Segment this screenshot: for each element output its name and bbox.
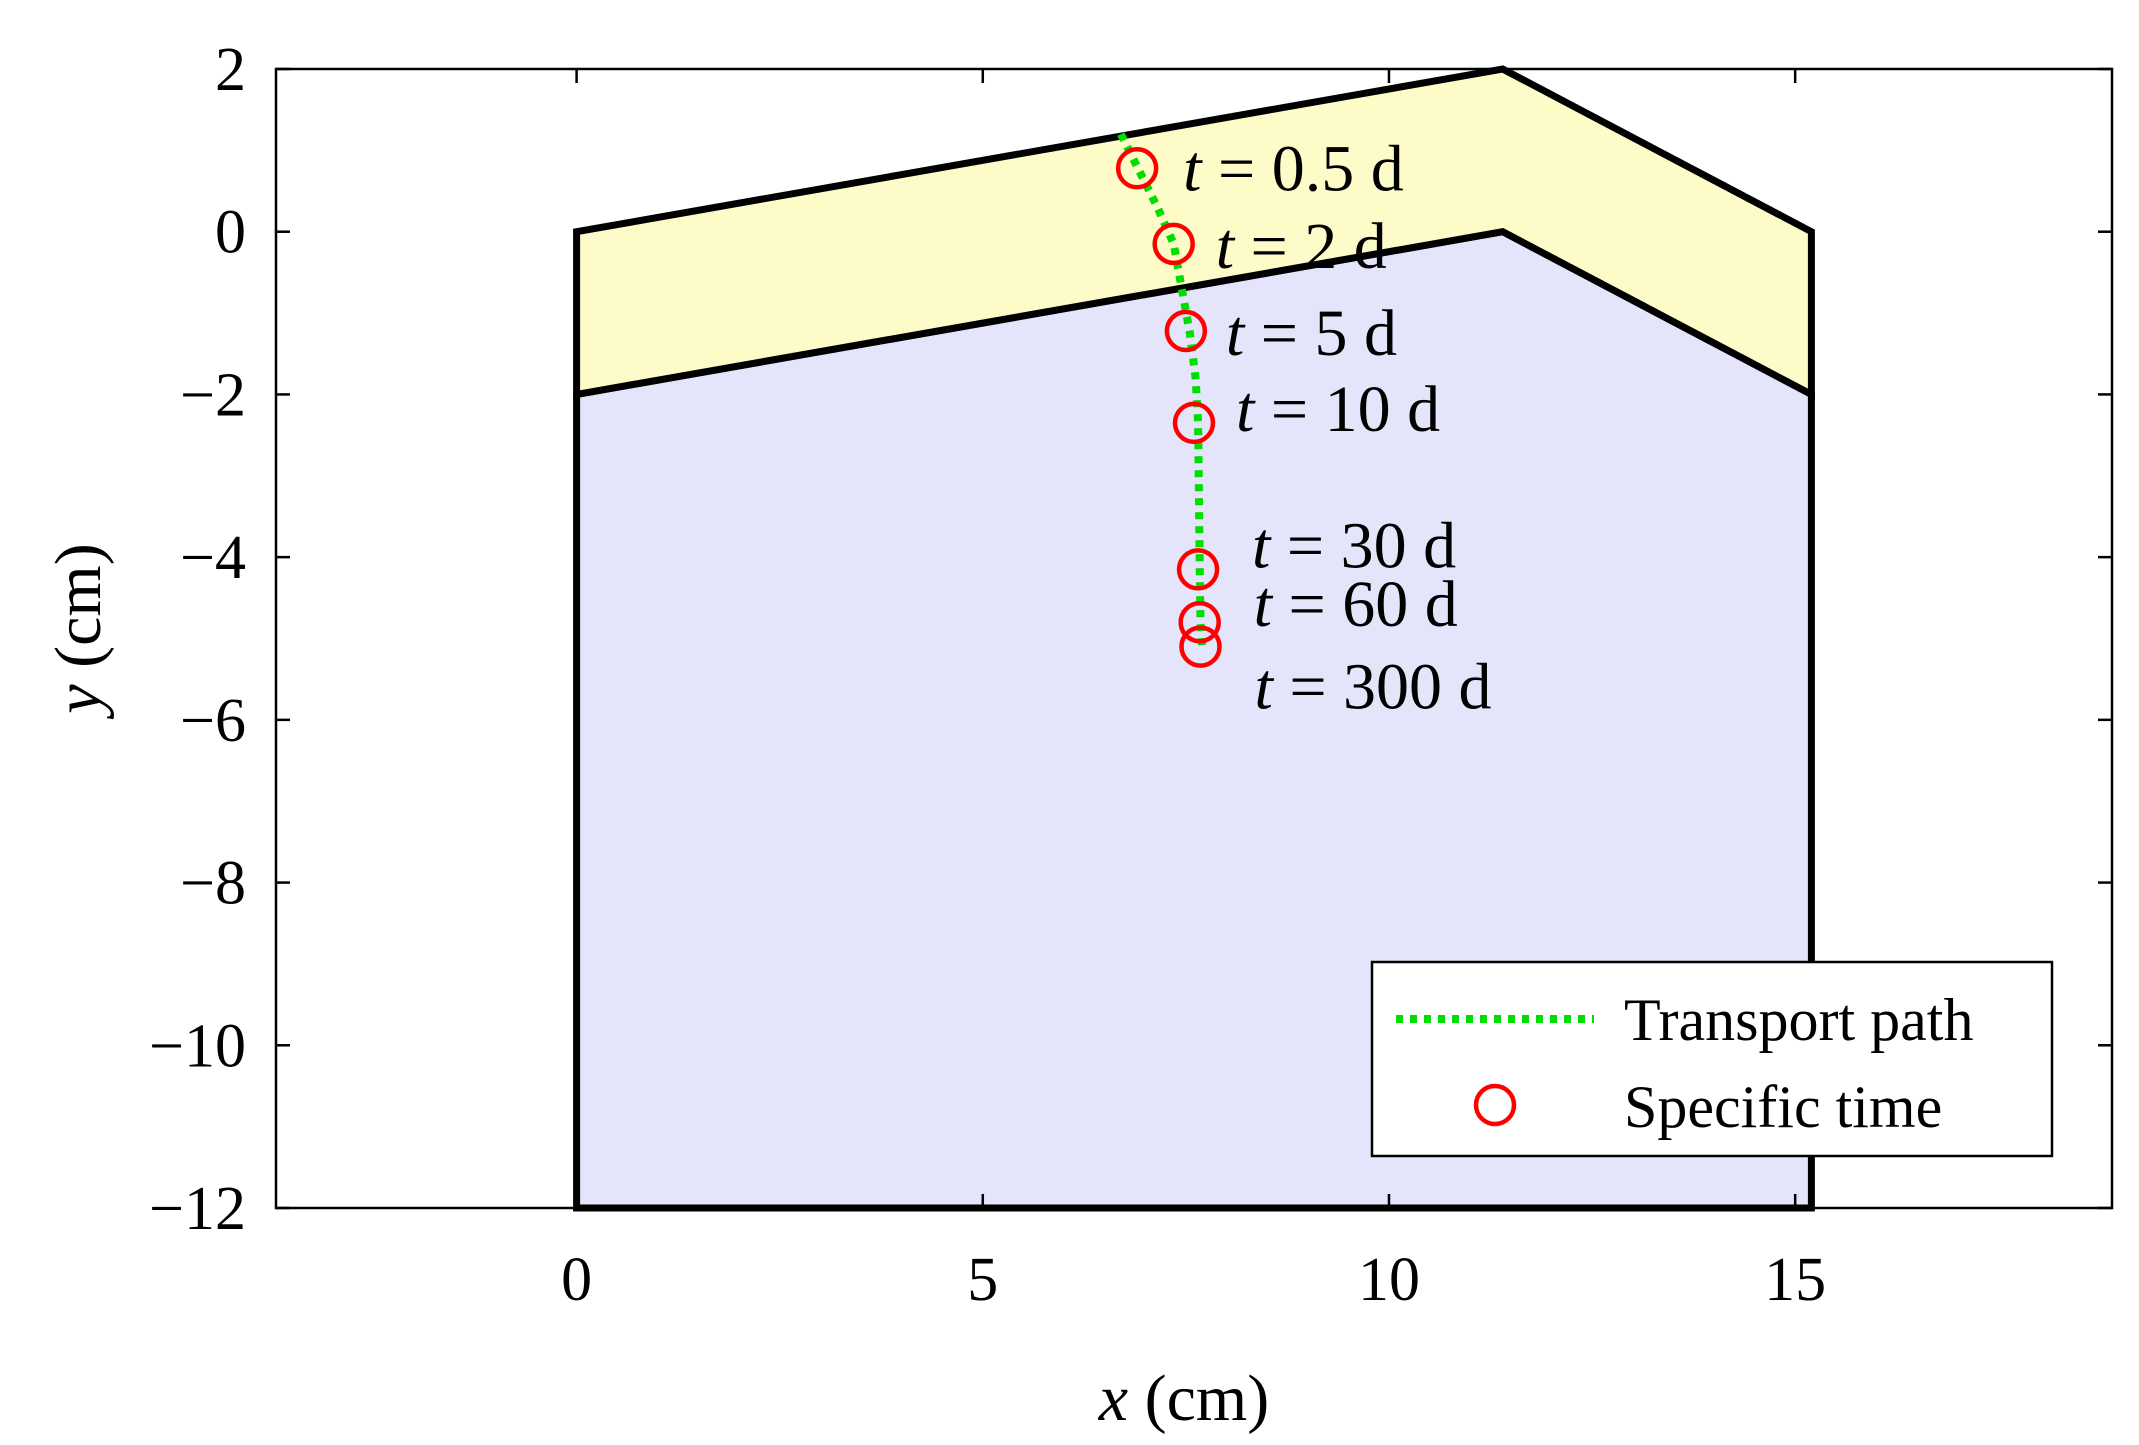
legend-label-transport-path: Transport path bbox=[1624, 987, 1973, 1053]
plot-frame-border bbox=[274, 67, 2114, 1210]
y-tick-label: −12 bbox=[149, 1175, 246, 1243]
time-label: t = 30 d bbox=[1252, 509, 1456, 582]
time-label-text: = 5 d bbox=[1244, 297, 1397, 370]
specific-time-marker bbox=[1115, 147, 1159, 190]
series-layer bbox=[1115, 132, 1222, 668]
x-tick-label: 0 bbox=[561, 1246, 592, 1314]
time-label-var: t bbox=[1254, 568, 1274, 641]
specific-time-marker bbox=[1164, 309, 1208, 353]
time-label-text: = 2 d bbox=[1234, 210, 1387, 283]
time-label: t = 0.5 d bbox=[1183, 132, 1404, 205]
specific-time-marker bbox=[1176, 548, 1220, 591]
specific-time-marker bbox=[1178, 600, 1221, 644]
x-axis-label: x (cm) bbox=[1098, 1362, 1269, 1435]
y-axis-label: y (cm) bbox=[42, 543, 115, 719]
x-tick-label: 5 bbox=[967, 1246, 998, 1314]
time-label-var: t bbox=[1216, 210, 1236, 283]
y-tick-label: −6 bbox=[180, 687, 246, 755]
time-label-var: t bbox=[1254, 651, 1274, 724]
time-label-var: t bbox=[1226, 297, 1246, 370]
specific-time-marker bbox=[1172, 401, 1216, 445]
y-tick-label: 2 bbox=[215, 36, 246, 104]
x-tick-label: 15 bbox=[1764, 1246, 1826, 1314]
y-axis-label-var: y bbox=[42, 684, 115, 720]
legend: Transport path Specific time bbox=[1370, 960, 2054, 1158]
x-axis-label-var: x bbox=[1098, 1362, 1128, 1435]
time-label-text: = 0.5 d bbox=[1201, 132, 1403, 205]
time-label-text: = 60 d bbox=[1272, 568, 1458, 641]
specific-time-marker bbox=[1179, 625, 1222, 668]
y-tick-label: −2 bbox=[180, 361, 246, 429]
time-label-var: t bbox=[1183, 132, 1203, 205]
transport-path-line bbox=[1117, 132, 1207, 647]
time-label-var: t bbox=[1236, 373, 1256, 446]
annotations-layer: t = 0.5 dt = 2 dt = 5 dt = 10 dt = 30 dt… bbox=[1183, 132, 1491, 723]
time-label-text: = 30 d bbox=[1270, 509, 1456, 582]
y-tick-label: −4 bbox=[180, 524, 246, 592]
specific-time-marker bbox=[1152, 222, 1195, 266]
y-tick-label: −10 bbox=[149, 1012, 246, 1080]
time-label-text: = 300 d bbox=[1273, 651, 1492, 724]
x-tick-label: 10 bbox=[1358, 1246, 1420, 1314]
legend-label-specific-time: Specific time bbox=[1624, 1074, 1942, 1140]
time-label: t = 5 d bbox=[1226, 297, 1397, 370]
time-label: t = 60 d bbox=[1254, 568, 1458, 641]
y-tick-label: −8 bbox=[180, 850, 246, 918]
time-label-text: = 10 d bbox=[1254, 373, 1440, 446]
time-label: t = 10 d bbox=[1236, 373, 1440, 446]
x-axis-label-unit: (cm) bbox=[1128, 1362, 1269, 1435]
plot-frame bbox=[274, 67, 2114, 1210]
time-label-var: t bbox=[1252, 509, 1272, 582]
time-label: t = 300 d bbox=[1254, 651, 1491, 724]
legend-swatch-specific-time bbox=[1473, 1083, 1517, 1127]
y-axis-label-unit: (cm) bbox=[42, 543, 115, 684]
time-label: t = 2 d bbox=[1216, 210, 1387, 283]
y-tick-label: 0 bbox=[215, 199, 246, 267]
axis-labels-layer: x (cm)y (cm) bbox=[42, 543, 1269, 1435]
